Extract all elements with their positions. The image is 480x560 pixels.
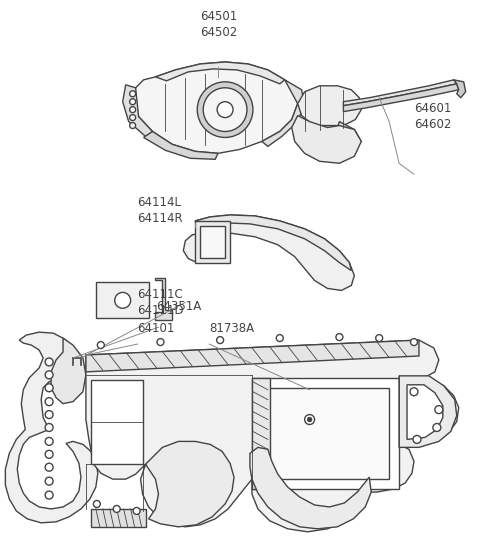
Polygon shape [195,215,351,270]
Circle shape [130,91,136,97]
Circle shape [45,491,53,499]
Circle shape [308,418,312,422]
Circle shape [433,423,441,431]
Circle shape [336,334,343,340]
Circle shape [130,123,136,128]
Polygon shape [51,338,86,404]
Circle shape [45,450,53,458]
Circle shape [305,414,314,424]
Polygon shape [200,226,225,258]
Circle shape [45,463,53,471]
Circle shape [93,501,100,507]
Circle shape [157,339,164,346]
Circle shape [97,342,104,348]
Polygon shape [86,340,419,372]
Circle shape [435,405,443,414]
Circle shape [133,507,140,515]
Polygon shape [343,80,457,106]
Circle shape [130,106,136,113]
Circle shape [203,88,247,132]
Circle shape [217,102,233,118]
Text: 64501
64502: 64501 64502 [200,10,237,39]
Circle shape [113,506,120,512]
Polygon shape [5,332,98,523]
Polygon shape [454,80,466,97]
Circle shape [45,371,53,379]
Polygon shape [133,62,298,153]
Polygon shape [250,447,371,529]
Polygon shape [337,122,361,150]
Circle shape [115,292,131,309]
Polygon shape [262,80,305,146]
Text: 64114L
64114R: 64114L 64114R [137,196,183,225]
Circle shape [45,477,53,485]
Polygon shape [262,388,389,479]
Polygon shape [86,340,459,532]
Circle shape [130,99,136,105]
Polygon shape [195,221,230,263]
Polygon shape [318,125,341,143]
Circle shape [130,115,136,120]
Circle shape [45,423,53,431]
Polygon shape [145,441,234,527]
Circle shape [410,339,418,346]
Text: 64351A: 64351A [156,300,202,312]
Polygon shape [156,278,172,320]
Circle shape [413,436,421,444]
Circle shape [45,384,53,392]
Text: 81738A: 81738A [209,323,254,335]
Polygon shape [252,378,399,489]
Circle shape [45,358,53,366]
Polygon shape [343,84,459,111]
Polygon shape [399,376,457,447]
Polygon shape [407,385,443,440]
Circle shape [45,398,53,405]
Circle shape [197,82,253,137]
Circle shape [376,335,383,342]
Polygon shape [96,282,148,318]
Circle shape [216,337,224,344]
Polygon shape [156,62,285,84]
Circle shape [45,410,53,418]
Polygon shape [183,215,354,291]
Polygon shape [91,380,143,464]
Polygon shape [123,85,153,137]
Circle shape [45,437,53,445]
Polygon shape [144,132,218,159]
Text: 64101: 64101 [137,323,175,335]
Text: 64111C
64111D: 64111C 64111D [137,288,184,317]
Circle shape [276,335,283,342]
Text: 64601
64602: 64601 64602 [414,102,452,131]
Polygon shape [252,378,270,489]
Circle shape [410,388,418,396]
Polygon shape [91,509,145,527]
Polygon shape [292,115,361,164]
Polygon shape [298,86,361,128]
